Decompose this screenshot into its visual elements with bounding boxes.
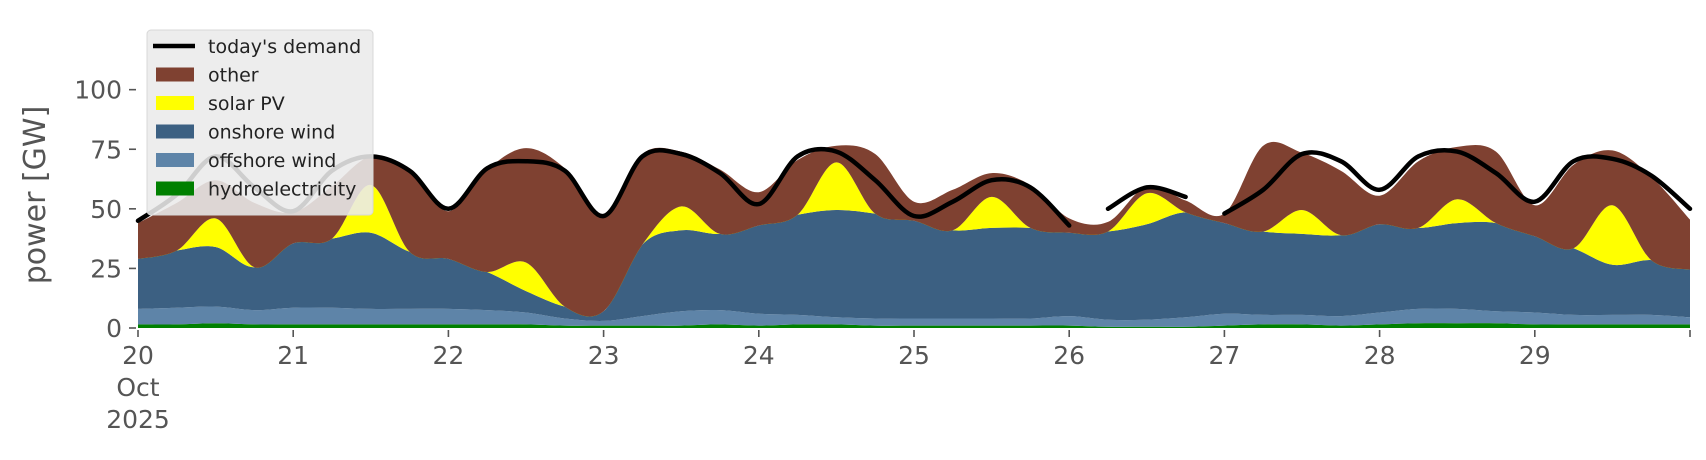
x-tick-label-0-0: 20 (122, 341, 154, 370)
legend: today's demand other solar PV onshore wind o… (146, 29, 374, 216)
x-tick-label-0-1: Oct (116, 373, 159, 402)
x-tick-label-5-0: 25 (898, 341, 930, 370)
x-tick-label-8-0: 28 (1364, 341, 1396, 370)
area-onshore-wind (138, 209, 1690, 321)
legend-swatch-solar-pv (156, 96, 194, 110)
legend-swatch-onshore-wind (156, 124, 194, 139)
area-other (138, 141, 1690, 317)
stacked-areas (138, 141, 1690, 328)
legend-label-hydroelectricity: hydroelectricity (208, 179, 356, 201)
y-tick-label-50: 50 (90, 195, 122, 224)
x-tick-label-9-0: 29 (1519, 341, 1551, 370)
x-tick-label-3-0: 23 (588, 341, 620, 370)
x-tick-label-6-0: 26 (1053, 341, 1085, 370)
y-tick-label-0: 0 (106, 314, 122, 343)
legend-label-solar-pv: solar PV (208, 93, 285, 115)
legend-label-other: other (208, 65, 259, 87)
y-tick-label-100: 100 (74, 76, 122, 105)
y-tick-label-25: 25 (90, 254, 122, 283)
x-tick-label-1-0: 21 (277, 341, 309, 370)
area-offshore-wind (138, 306, 1690, 327)
axes: 0 25 50 75 100 20 Oct 2025 21 22 23 24 25 26 27 28 29 (74, 76, 1691, 434)
x-tick-label-4-0: 24 (743, 341, 775, 370)
legend-label-onshore-wind: onshore wind (208, 122, 335, 144)
demand-line-segment-1 (1105, 184, 1188, 212)
x-tick-label-7-0: 27 (1208, 341, 1240, 370)
demand-line-segment-2 (1222, 147, 1693, 216)
legend-box (146, 29, 374, 216)
legend-label-today-s-demand: today's demand (208, 36, 361, 58)
legend-label-offshore-wind: offshore wind (208, 150, 336, 172)
x-tick-label-0-2: 2025 (106, 405, 170, 434)
area-hydroelectricity (138, 323, 1690, 328)
y-axis-label: power [GW] (18, 106, 53, 285)
x-tick-label-2-0: 22 (432, 341, 464, 370)
area-solar-pv (138, 162, 1690, 317)
legend-swatch-hydroelectricity (156, 181, 194, 196)
legend-swatch-other (156, 67, 194, 82)
legend-swatch-offshore-wind (156, 153, 194, 167)
y-tick-label-75: 75 (90, 135, 122, 164)
